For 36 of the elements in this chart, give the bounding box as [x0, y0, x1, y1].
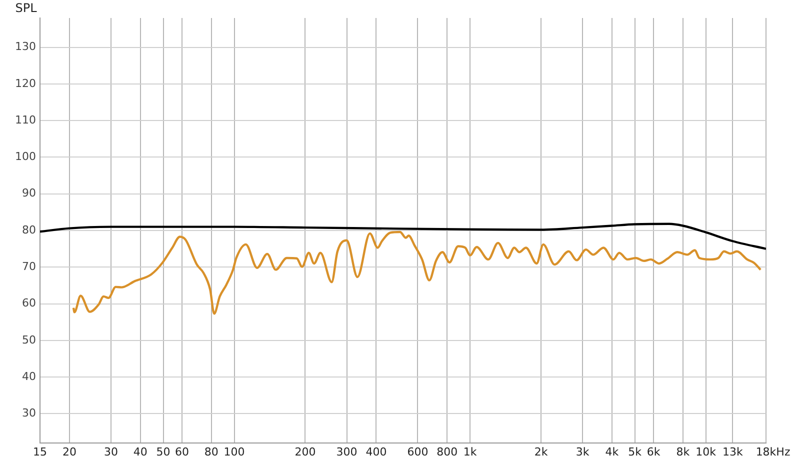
x-tick-label: 6k	[646, 445, 661, 458]
x-tick-label: 8k	[676, 445, 690, 458]
x-tick-label: 100	[224, 445, 245, 458]
y-tick-label: 40	[22, 370, 36, 383]
x-tick-label: 200	[294, 445, 316, 458]
y-tick-label: 90	[22, 186, 36, 200]
y-tick-label: 100	[15, 150, 36, 164]
x-tick-label: 3k	[576, 445, 590, 458]
x-tick-label: 1k	[463, 445, 478, 458]
x-tick-label: 80	[204, 445, 218, 458]
x-tick-label: 50	[156, 445, 170, 458]
x-tick-label: 2k	[534, 445, 548, 458]
x-tick-label: 18k	[756, 445, 777, 458]
y-tick-label: 30	[22, 406, 36, 420]
x-tick-label: 10k	[696, 445, 717, 458]
y-axis-title: SPL	[15, 1, 38, 16]
x-tick-label: 30	[104, 445, 118, 458]
y-tick-label: 60	[22, 296, 36, 310]
y-tick-label: 80	[22, 223, 36, 236]
x-tick-label: 40	[133, 445, 148, 458]
x-tick-label: 300	[336, 445, 358, 458]
y-tick-label: 120	[15, 76, 36, 90]
x-axis-title: Hz	[776, 445, 790, 458]
x-tick-label: 400	[366, 445, 387, 458]
x-tick-label: 4k	[605, 445, 620, 458]
x-tick-label: 13k	[722, 445, 744, 458]
x-tick-label: 15	[33, 445, 47, 458]
y-tick-label: 50	[22, 333, 36, 346]
y-tick-label: 70	[22, 260, 36, 273]
x-tick-label: 600	[407, 445, 428, 458]
x-tick-label: 800	[436, 445, 458, 458]
y-tick-label: 130	[15, 40, 36, 54]
x-tick-label: 20	[62, 445, 76, 458]
y-tick-label: 110	[15, 113, 36, 126]
x-tick-label: 5k	[628, 445, 642, 458]
x-tick-label: 60	[174, 445, 189, 458]
